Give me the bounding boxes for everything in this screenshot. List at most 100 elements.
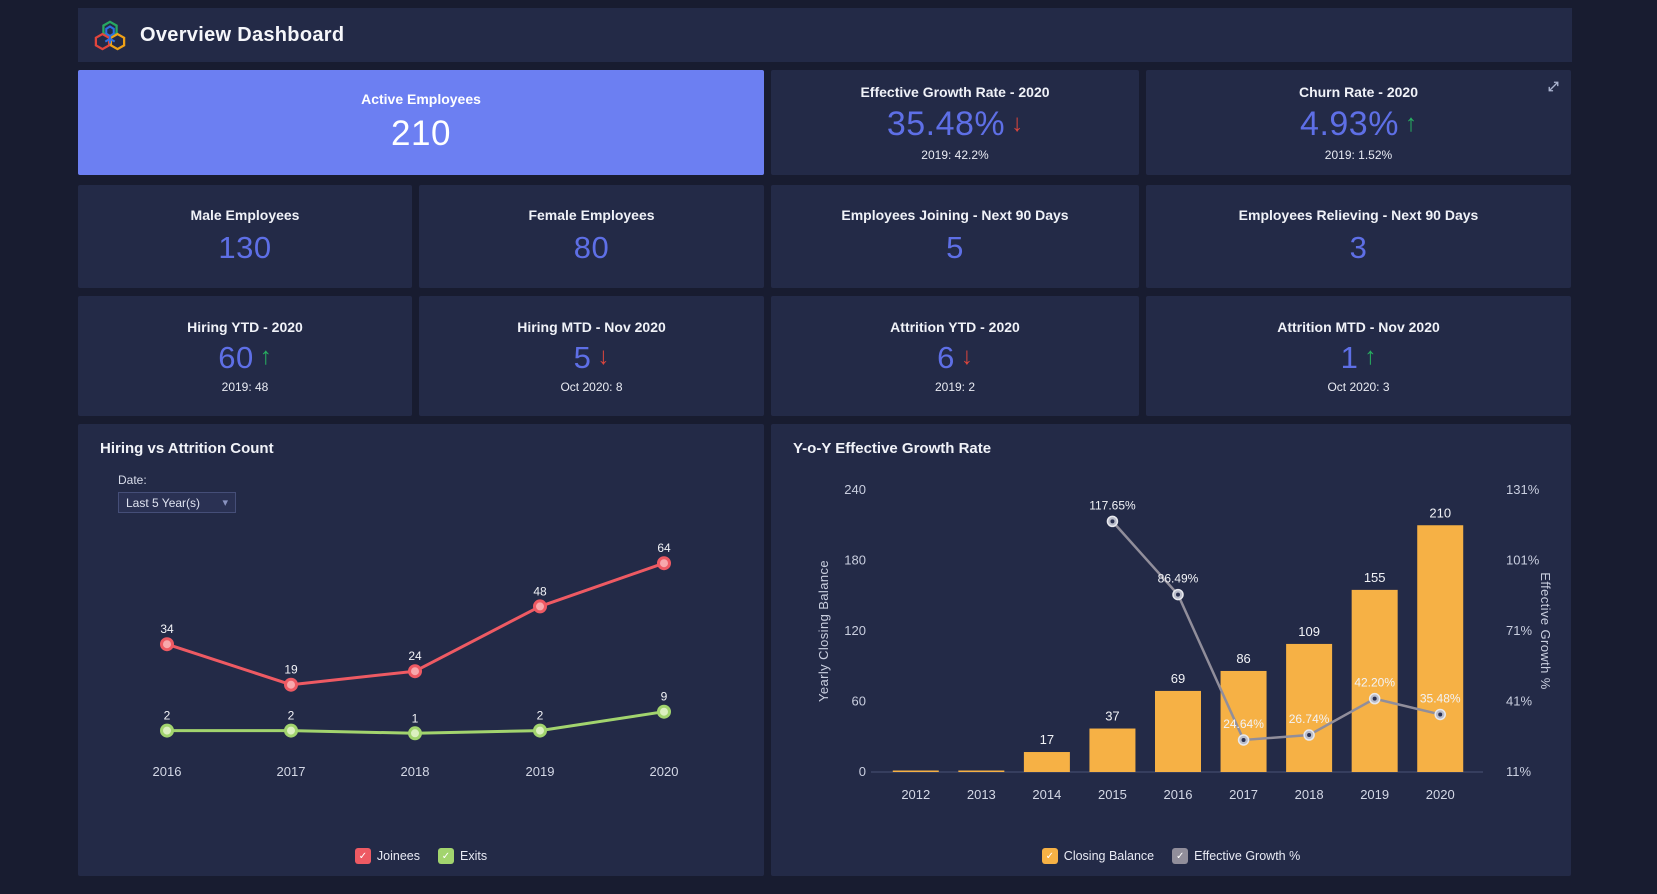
growth-point-label: 86.49% <box>1158 572 1199 586</box>
growth-point-label: 42.20% <box>1354 676 1395 690</box>
left-tick-60: 60 <box>852 694 866 709</box>
chart-title: Y-o-Y Effective Growth Rate <box>793 440 992 457</box>
right-tick-131: 131% <box>1506 482 1540 497</box>
expand-icon[interactable] <box>1545 78 1562 100</box>
bar-2020[interactable] <box>1417 525 1464 772</box>
bar-2012[interactable] <box>892 770 939 773</box>
kpi-label: Hiring MTD - Nov 2020 <box>517 318 666 335</box>
kpi-card-employees-relieving: Employees Relieving - Next 90 Days 3 <box>1146 185 1571 288</box>
point-exits-2020[interactable] <box>657 704 671 719</box>
date-filter-label: Date: <box>118 473 147 487</box>
growth-point-label: 117.65% <box>1089 498 1136 512</box>
kpi-value: 35.48% <box>886 104 1006 143</box>
bar-label: 155 <box>1364 570 1386 585</box>
trend-down-arrow-icon: ↓ <box>960 343 973 371</box>
legend-item-effective-growth[interactable]: ✓ Effective Growth % <box>1172 848 1300 864</box>
kpi-label: Attrition YTD - 2020 <box>890 318 1020 335</box>
bar-2014[interactable] <box>1023 752 1070 772</box>
kpi-card-attrition-mtd: Attrition MTD - Nov 2020 1 ↑ Oct 2020: 3 <box>1146 296 1571 416</box>
left-tick-180: 180 <box>844 553 866 568</box>
x-tick-2020: 2020 <box>1426 787 1455 802</box>
hiring-attrition-line-chart[interactable]: 2016 2017 2018 2019 2020 34 19 24 48 64 2 2 1 2 9 <box>78 529 764 789</box>
point-joinees-2016[interactable] <box>160 637 174 652</box>
kpi-value: 5 <box>573 339 592 375</box>
point-center-dot <box>1307 733 1312 738</box>
right-tick-71: 71% <box>1506 623 1532 638</box>
point-label: 2 <box>288 709 295 723</box>
legend-checkbox-icon: ✓ <box>438 848 454 864</box>
bar-label: 86 <box>1236 651 1250 666</box>
bar-2017[interactable] <box>1220 670 1267 772</box>
point-center-dot <box>1241 737 1246 742</box>
point-exits-2018[interactable] <box>408 726 422 741</box>
kpi-value: 5 <box>946 230 964 265</box>
point-joinees-2017[interactable] <box>284 677 298 692</box>
legend-item-joinees[interactable]: ✓ Joinees <box>354 848 420 864</box>
point-joinees-2019[interactable] <box>533 599 547 614</box>
kpi-card-male-employees: Male Employees 130 <box>78 185 412 288</box>
left-tick-240: 240 <box>844 482 866 497</box>
point-center-dot <box>1438 712 1443 717</box>
chevron-down-icon: ▾ <box>222 497 228 509</box>
effective-growth-line <box>1111 520 1441 742</box>
kpi-card-hiring-ytd: Hiring YTD - 2020 60 ↑ 2019: 48 <box>78 296 412 416</box>
point-label: 2 <box>537 709 544 723</box>
bar-2015[interactable] <box>1089 728 1136 772</box>
bar-2018[interactable] <box>1286 643 1333 772</box>
point-exits-2017[interactable] <box>284 723 298 738</box>
kpi-label: Churn Rate - 2020 <box>1298 83 1419 100</box>
trend-up-arrow-icon: ↑ <box>1404 109 1417 137</box>
chart-title: Hiring vs Attrition Count <box>100 440 274 457</box>
bar-2016[interactable] <box>1155 690 1201 772</box>
kpi-value: 6 <box>937 339 955 375</box>
trend-up-arrow-icon: ↑ <box>1364 343 1377 371</box>
bar-2013[interactable] <box>958 770 1005 773</box>
kpi-label: Active Employees <box>361 91 481 107</box>
point-label: 9 <box>661 690 668 704</box>
x-tick-2014: 2014 <box>1032 787 1061 802</box>
page-title: Overview Dashboard <box>140 23 345 46</box>
growth-point-label: 35.48% <box>1420 691 1461 705</box>
x-tick-2013: 2013 <box>967 787 996 802</box>
point-center-dot <box>1110 519 1115 524</box>
kpi-label: Female Employees <box>528 207 655 223</box>
kpi-label: Hiring YTD - 2020 <box>187 318 303 335</box>
kpi-value: 210 <box>391 114 451 153</box>
legend-checkbox-icon: ✓ <box>354 848 371 864</box>
bar-2019[interactable] <box>1351 589 1398 772</box>
point-label: 24 <box>408 649 422 663</box>
legend-label: Closing Balance <box>1063 849 1155 863</box>
trend-down-arrow-icon: ↓ <box>1011 109 1024 137</box>
kpi-value: 3 <box>1349 230 1368 265</box>
chart-legend: ✓ Closing Balance ✓ Effective Growth % <box>771 848 1571 868</box>
point-joinees-2018[interactable] <box>408 664 422 679</box>
kpi-value: 1 <box>1340 339 1359 375</box>
kpi-label: Employees Joining - Next 90 Days <box>841 207 1069 223</box>
kpi-compare: 2019: 48 <box>221 379 269 394</box>
point-label: 2 <box>164 709 171 723</box>
legend-item-exits[interactable]: ✓ Exits <box>438 848 487 864</box>
x-tick-2012: 2012 <box>901 787 930 802</box>
right-tick-11: 11% <box>1506 764 1531 779</box>
yoy-growth-combo-chart[interactable]: 0 60 120 180 240 11% 41% 71% 101% 131% Yearly Clos… <box>771 467 1571 812</box>
kpi-card-effective-growth-rate: Effective Growth Rate - 2020 35.48% ↓ 20… <box>771 70 1139 175</box>
kpi-compare: Oct 2020: 3 <box>1327 379 1390 394</box>
x-tick-2018: 2018 <box>401 764 430 779</box>
point-joinees-2020[interactable] <box>657 556 671 571</box>
date-filter-select[interactable]: Last 5 Year(s) ▾ <box>118 492 236 513</box>
hiring-attrition-chart-card: Hiring vs Attrition Count Date: Last 5 Y… <box>78 424 764 876</box>
legend-label: Exits <box>460 849 488 863</box>
kpi-compare: 2019: 42.2% <box>921 147 989 162</box>
kpi-card-female-employees: Female Employees 80 <box>419 185 764 288</box>
legend-item-closing-balance[interactable]: ✓ Closing Balance <box>1041 848 1155 864</box>
point-exits-2016[interactable] <box>160 723 174 738</box>
right-tick-41: 41% <box>1506 694 1532 709</box>
growth-rate-chart-card: Y-o-Y Effective Growth Rate 0 60 120 180 240… <box>771 424 1571 876</box>
app-logo-icon <box>94 20 126 51</box>
kpi-value: 4.93% <box>1300 104 1399 143</box>
x-tick-2019: 2019 <box>526 764 555 779</box>
kpi-value: 130 <box>218 230 272 265</box>
kpi-compare: 2019: 2 <box>934 379 976 394</box>
point-exits-2019[interactable] <box>533 723 547 738</box>
point-label: 48 <box>533 584 547 598</box>
